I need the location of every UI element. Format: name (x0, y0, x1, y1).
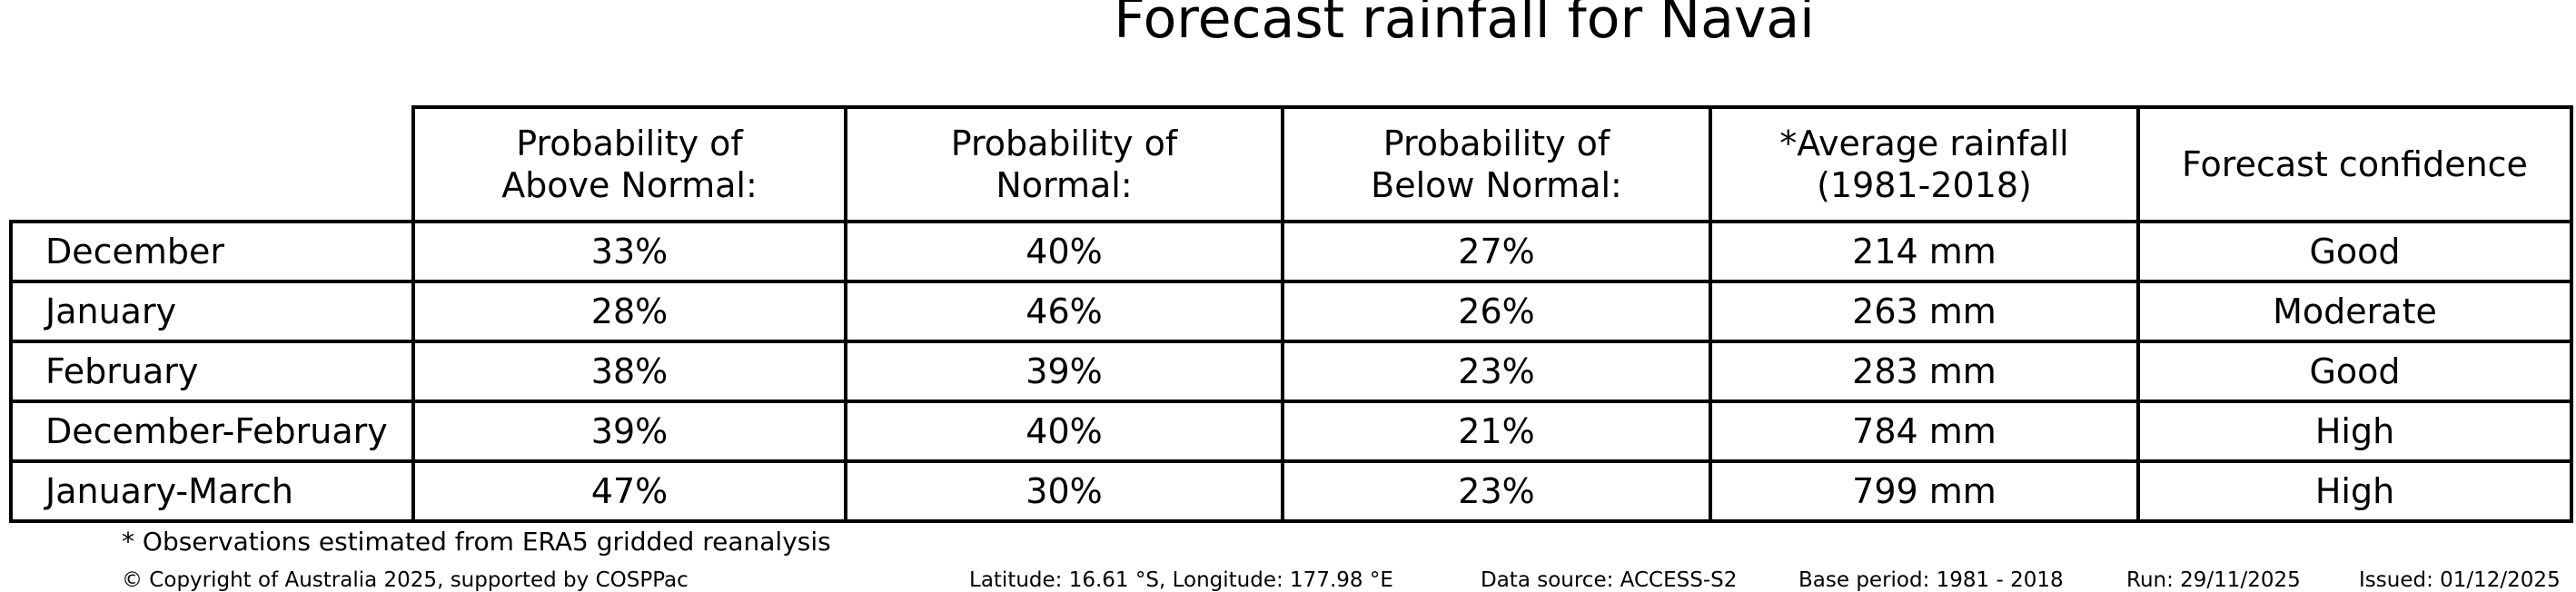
data-source-text: Data source: ACCESS-S2 (1481, 568, 1738, 592)
column-header-forecast-confidence: Forecast confidence (2136, 105, 2573, 223)
forecast-table: Probability of Above Normal: Probability… (9, 105, 2573, 523)
cell-below-normal: 26% (1281, 280, 1712, 343)
cell-confidence: Moderate (2136, 280, 2573, 343)
run-date-text: Run: 29/11/2025 (2126, 568, 2301, 592)
base-period-text: Base period: 1981 - 2018 (1798, 568, 2064, 592)
cell-normal: 39% (844, 340, 1284, 403)
location-text: Latitude: 16.61 °S, Longitude: 177.98 °E (969, 568, 1393, 592)
row-label: February (9, 340, 415, 403)
table-header-row: Probability of Above Normal: Probability… (11, 105, 2573, 223)
cell-normal: 40% (844, 400, 1284, 463)
issued-date-text: Issued: 01/12/2025 (2359, 568, 2561, 592)
column-header-average-rainfall: *Average rainfall (1981-2018) (1709, 105, 2140, 223)
page-title: Forecast rainfall for Navai (1114, 0, 1815, 51)
cell-confidence: High (2136, 459, 2573, 523)
column-header-below-normal: Probability of Below Normal: (1281, 105, 1712, 223)
cell-confidence: Good (2136, 340, 2573, 403)
cell-below-normal: 21% (1281, 400, 1712, 463)
table-row: December 33% 40% 27% 214 mm Good (9, 220, 2573, 283)
cell-average-rainfall: 283 mm (1709, 340, 2140, 403)
cell-average-rainfall: 263 mm (1709, 280, 2140, 343)
observations-footnote: * Observations estimated from ERA5 gridd… (122, 527, 831, 557)
cell-below-normal: 23% (1281, 340, 1712, 403)
cell-above-normal: 28% (411, 280, 847, 343)
table-row: December-February 39% 40% 21% 784 mm Hig… (9, 400, 2573, 463)
table-row: January 28% 46% 26% 263 mm Moderate (9, 280, 2573, 343)
cell-average-rainfall: 784 mm (1709, 400, 2140, 463)
cell-below-normal: 27% (1281, 220, 1712, 283)
table-row: January-March 47% 30% 23% 799 mm High (9, 459, 2573, 523)
copyright-text: © Copyright of Australia 2025, supported… (122, 568, 689, 592)
cell-normal: 40% (844, 220, 1284, 283)
cell-above-normal: 33% (411, 220, 847, 283)
row-label: December (9, 220, 415, 283)
row-label: January-March (9, 459, 415, 523)
cell-average-rainfall: 214 mm (1709, 220, 2140, 283)
column-header-above-normal: Probability of Above Normal: (411, 105, 847, 223)
cell-below-normal: 23% (1281, 459, 1712, 523)
table-row: February 38% 39% 23% 283 mm Good (9, 340, 2573, 403)
row-label: December-February (9, 400, 415, 463)
cell-average-rainfall: 799 mm (1709, 459, 2140, 523)
cell-normal: 30% (844, 459, 1284, 523)
cell-confidence: Good (2136, 220, 2573, 283)
cell-above-normal: 39% (411, 400, 847, 463)
cell-above-normal: 47% (411, 459, 847, 523)
cell-above-normal: 38% (411, 340, 847, 403)
column-header-normal: Probability of Normal: (844, 105, 1284, 223)
row-label: January (9, 280, 415, 343)
cell-normal: 46% (844, 280, 1284, 343)
cell-confidence: High (2136, 400, 2573, 463)
table-corner-empty (11, 107, 413, 222)
